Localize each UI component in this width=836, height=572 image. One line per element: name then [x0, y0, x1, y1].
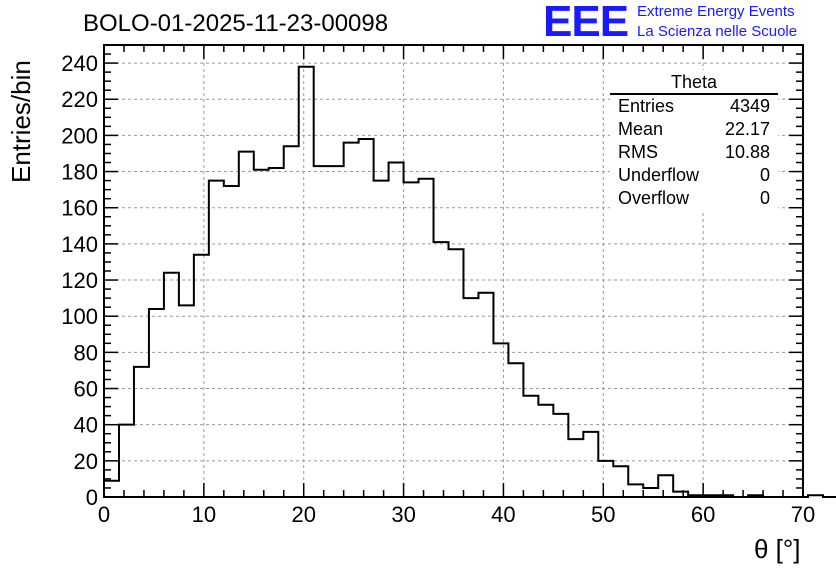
y-tick-label: 120 [61, 268, 98, 293]
histogram-bin [463, 298, 478, 497]
x-tick-label: 40 [491, 502, 515, 527]
org-subtitle: La Scienza nelle Scuole [637, 23, 798, 40]
y-tick-label: 100 [61, 304, 98, 329]
histogram-outline [103, 65, 836, 498]
y-tick-label: 180 [61, 160, 98, 185]
histogram-bin [658, 475, 673, 497]
histogram-bin [164, 273, 179, 497]
stats-value: 0 [759, 188, 770, 208]
histogram-bin [299, 67, 314, 497]
histogram-bin [643, 488, 658, 497]
stats-title: Theta [610, 70, 778, 95]
histogram-bin [568, 439, 583, 497]
stats-label: RMS [618, 142, 658, 162]
y-tick-label: 20 [74, 449, 98, 474]
y-tick-label: 0 [86, 485, 98, 510]
histogram-bin [254, 170, 269, 497]
histogram-bin [179, 305, 194, 497]
stats-label: Overflow [618, 188, 690, 208]
x-tick-label: 0 [98, 502, 110, 527]
x-tick-label: 30 [391, 502, 415, 527]
histogram-bin [419, 179, 434, 497]
histogram-bin [478, 293, 493, 497]
y-tick-label: 220 [61, 87, 98, 112]
y-tick-label: 60 [74, 377, 98, 402]
stats-row-entries: Entries 4349 [610, 95, 778, 118]
histogram-bin [284, 146, 299, 497]
histogram-bin [434, 242, 449, 497]
histogram-bin [523, 396, 538, 497]
histogram-bin [808, 495, 823, 497]
histogram-bin [583, 432, 598, 497]
x-tick-label: 10 [192, 502, 216, 527]
stats-value: 0 [759, 165, 770, 185]
histogram-bin [389, 163, 404, 497]
y-tick-label: 40 [74, 413, 98, 438]
x-tick-label: 70 [791, 502, 815, 527]
histogram-bin [538, 405, 553, 497]
histogram-bin [359, 139, 374, 497]
histogram-bin [374, 181, 389, 497]
histogram-bin [269, 168, 284, 497]
histogram-bin [344, 143, 359, 497]
histogram-bin [194, 255, 209, 497]
y-tick-label: 140 [61, 232, 98, 257]
histogram-bin [598, 461, 613, 497]
x-tick-label: 60 [691, 502, 715, 527]
y-tick-label: 240 [61, 51, 98, 76]
y-tick-label: 160 [61, 196, 98, 221]
histogram-bin [329, 166, 344, 497]
stats-value: 4349 [729, 96, 770, 116]
histogram-bin [239, 152, 254, 497]
stats-label: Underflow [618, 165, 700, 185]
histogram-bin [508, 363, 523, 497]
y-tick-label: 200 [61, 123, 98, 148]
stats-value: 22.17 [724, 119, 770, 139]
stats-label: Mean [618, 119, 664, 139]
stats-box: Theta Entries 4349 Mean 22.17 RMS 10.88 … [610, 70, 778, 210]
histogram-bin [104, 481, 119, 497]
stats-row-overflow: Overflow 0 [610, 187, 778, 210]
histogram-bin [613, 466, 628, 497]
histogram-bin [149, 309, 164, 497]
histogram-bin [404, 182, 419, 497]
stats-row-underflow: Underflow 0 [610, 164, 778, 187]
run-title: BOLO-01-2025-11-23-00098 [83, 10, 389, 37]
y-axis-label: Entries/bin [6, 60, 36, 183]
histogram-bin [553, 414, 568, 497]
histogram-bin [134, 367, 149, 497]
stats-row-rms: RMS 10.88 [610, 141, 778, 164]
x-tick-label: 20 [291, 502, 315, 527]
histogram-bin [493, 343, 508, 497]
x-tick-label: 50 [591, 502, 615, 527]
stats-value: 10.88 [724, 142, 770, 162]
histogram-bin [119, 425, 134, 497]
histogram-bin [449, 249, 464, 497]
y-tick-label: 80 [74, 340, 98, 365]
histogram-bin [224, 186, 239, 497]
histogram-bin [314, 166, 329, 497]
stats-row-mean: Mean 22.17 [610, 118, 778, 141]
stats-label: Entries [618, 96, 675, 116]
histogram-bin [628, 484, 643, 497]
eee-logo: EEE [543, 0, 629, 46]
x-axis-label: θ [°] [754, 534, 801, 564]
histogram-bin [209, 181, 224, 497]
org-name: Extreme Energy Events [637, 3, 795, 20]
